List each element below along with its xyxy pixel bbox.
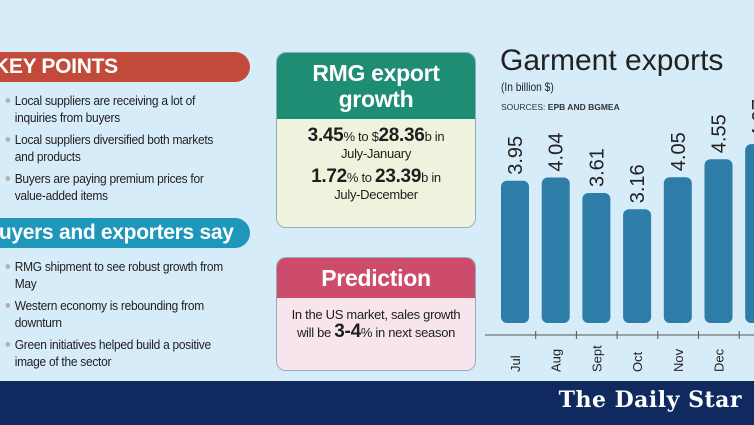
- bar-Aug: [541, 177, 570, 323]
- data-label: 3.95: [505, 136, 527, 175]
- x-tick-label: Sept: [589, 345, 604, 372]
- data-label: 3.16: [627, 164, 649, 203]
- bar-Jan: [745, 144, 754, 323]
- buyers-say-list: RMG shipment to see robust growth from M…: [0, 258, 250, 375]
- daily-star-logo: The Daily Star: [558, 387, 742, 413]
- rmg-growth-title: RMG export growth: [277, 53, 475, 119]
- growth-line-2: 1.72% to 23.39b in: [311, 166, 441, 187]
- rmg-export-growth-box: RMG export growth 3.45% to $28.36b in Ju…: [276, 52, 476, 228]
- chart-unit: (In billion $): [501, 80, 554, 94]
- prediction-text: In the US market, sales growth will be 3…: [277, 298, 475, 370]
- chart-title: Garment exports: [500, 44, 724, 77]
- sources-label: SOURCES:: [501, 102, 546, 112]
- bar-Dec: [704, 159, 733, 323]
- bar-chart: 3.95 Jul 4.04 Aug 3.61 Sept 3.16 Oct 4.05 Nov 4.55…: [485, 99, 754, 372]
- chart-sources: SOURCES: EPB AND BGMEA: [501, 102, 620, 112]
- key-points-header: KEY POINTS: [0, 52, 250, 82]
- bar-Sept: [582, 193, 611, 323]
- x-tick-label: Jul: [508, 355, 523, 372]
- key-points-list: Local suppliers are receiving a lot of i…: [0, 92, 250, 209]
- bar-Oct: [623, 209, 652, 323]
- data-label: 4.04: [546, 133, 568, 172]
- data-label: 4.97: [749, 99, 754, 138]
- x-tick-label: Dec: [712, 348, 727, 372]
- prediction-box: Prediction In the US market, sales growt…: [276, 257, 476, 371]
- x-tick-label: Nov: [671, 348, 686, 372]
- list-item: RMG shipment to see robust growth from M…: [0, 258, 230, 292]
- list-item: Green initiatives helped build a positiv…: [0, 336, 230, 370]
- list-item: Local suppliers diversified both markets…: [0, 131, 230, 165]
- list-item: Local suppliers are receiving a lot of i…: [0, 92, 230, 126]
- list-item: Buyers are paying premium prices for val…: [0, 170, 230, 204]
- data-label: 4.05: [668, 132, 690, 171]
- data-label: 4.55: [709, 114, 731, 153]
- x-tick-label: Aug: [549, 349, 564, 372]
- growth-line-1: 3.45% to $28.36b in: [307, 125, 445, 146]
- bar-Nov: [663, 177, 692, 323]
- data-label: 3.61: [586, 148, 608, 187]
- list-item: Western economy is rebounding from downt…: [0, 297, 230, 331]
- x-tick-label: Oct: [630, 351, 645, 372]
- sources-value: EPB AND BGMEA: [547, 102, 620, 112]
- prediction-title: Prediction: [277, 258, 475, 298]
- growth-period-2: July-December: [334, 187, 418, 202]
- buyers-say-header: Buyers and exporters say ...: [0, 218, 250, 274]
- footer-band: The Daily Star: [0, 381, 754, 425]
- growth-period-1: July-January: [340, 146, 412, 161]
- bar-Jul: [501, 180, 529, 323]
- x-tick-label: Jan: [752, 351, 754, 372]
- chart-area: Garment exports (In billion $) SOURCES: …: [485, 44, 754, 372]
